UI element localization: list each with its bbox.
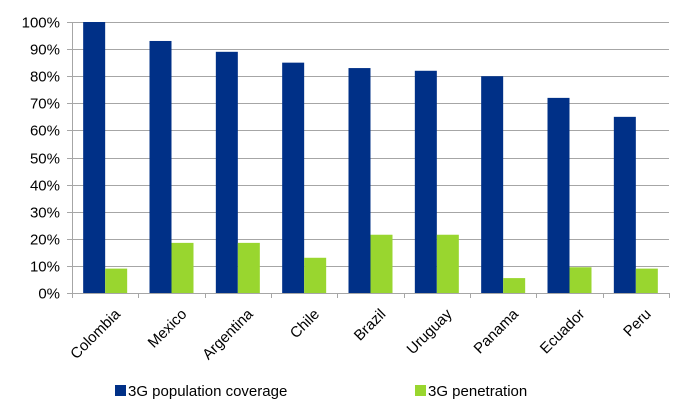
bar-3g-population-coverage [348, 68, 371, 293]
y-tick-label: 60% [30, 123, 60, 140]
bar-3g-population-coverage [481, 76, 504, 293]
y-tick-label: 10% [30, 259, 60, 276]
y-tick-label: 40% [30, 178, 60, 195]
y-tick-label: 20% [30, 232, 60, 249]
y-tick-label: 50% [30, 151, 60, 168]
x-tick-label: Panama [470, 305, 522, 357]
bar-3g-penetration [237, 242, 260, 293]
y-tick-label: 0% [38, 286, 60, 303]
y-tick-label: 30% [30, 205, 60, 222]
y-tick-label: 90% [30, 42, 60, 59]
x-tick-label: Colombia [67, 305, 124, 362]
y-tick-label: 80% [30, 69, 60, 86]
legend-label-3g-penetration: 3G penetration [428, 383, 527, 400]
y-tick-label: 100% [22, 15, 60, 32]
bar-3g-population-coverage [547, 97, 570, 293]
bar-3g-penetration [304, 257, 327, 293]
y-tick-label: 70% [30, 96, 60, 113]
bar-3g-population-coverage [149, 40, 172, 293]
bar-3g-penetration [503, 278, 526, 293]
x-tick-label: Brazil [351, 306, 390, 345]
x-axis-tick-labels: Colombia Mexico Argentina Chile Brazil Urugua… [67, 305, 654, 363]
x-tick-label: Uruguay [404, 305, 456, 357]
legend-swatch-3g-population-coverage [115, 385, 126, 396]
x-tick-label: Chile [287, 306, 323, 342]
bar-3g-population-coverage [613, 116, 636, 293]
legend: 3G population coverage 3G penetration [115, 383, 527, 400]
x-tick-label: Ecuador [537, 306, 589, 358]
bars [83, 22, 658, 294]
x-tick-label: Argentina [199, 305, 257, 363]
legend-label-3g-population-coverage: 3G population coverage [128, 383, 287, 400]
bar-3g-penetration [171, 242, 194, 293]
x-tick-label: Mexico [145, 306, 191, 352]
bar-3g-population-coverage [414, 70, 437, 293]
bar-3g-penetration [105, 268, 128, 293]
bar-3g-penetration [569, 267, 592, 293]
bar-3g-population-coverage [83, 22, 106, 293]
x-tick-label: Peru [620, 306, 654, 340]
bar-3g-population-coverage [282, 62, 305, 294]
bar-3g-penetration [635, 268, 658, 293]
legend-swatch-3g-penetration [415, 385, 426, 396]
x-axis [67, 22, 670, 298]
bar-3g-penetration [370, 234, 393, 293]
y-axis-tick-labels: 0% 10% 20% 30% 40% 50% 60% 70% 80% 90% 100% [22, 15, 60, 303]
bar-3g-penetration [436, 234, 459, 293]
bar-3g-population-coverage [215, 51, 238, 294]
